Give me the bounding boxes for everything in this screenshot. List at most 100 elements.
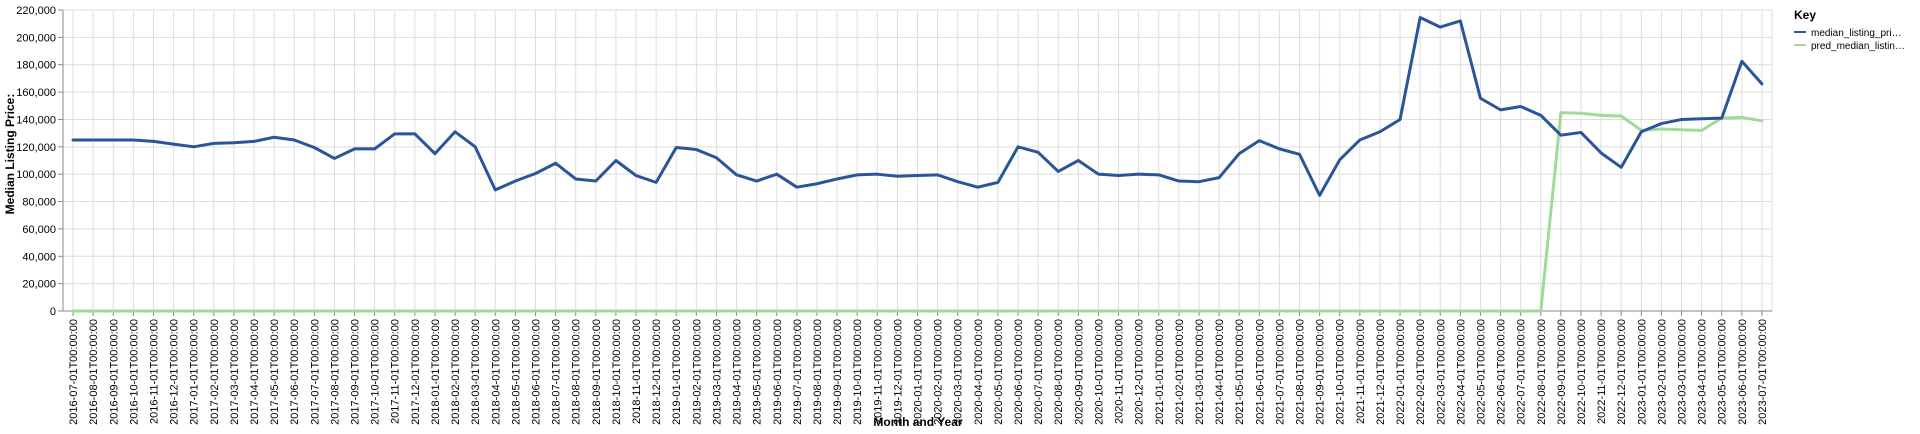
x-tick-label: 2017-09-01T00:00:00	[350, 319, 362, 425]
y-tick-label: 20,000	[22, 279, 56, 291]
x-tick-label: 2019-09-01T00:00:00	[832, 319, 844, 425]
x-tick-label: 2020-12-01T00:00:00	[1134, 319, 1146, 425]
x-tick-label: 2019-04-01T00:00:00	[732, 319, 744, 425]
x-tick-label: 2023-05-01T00:00:00	[1717, 319, 1729, 425]
x-tick-label: 2019-12-01T00:00:00	[892, 319, 904, 425]
x-tick-label: 2021-09-01T00:00:00	[1315, 319, 1327, 425]
x-tick-label: 2022-04-01T00:00:00	[1455, 319, 1467, 425]
x-tick-label: 2016-09-01T00:00:00	[108, 319, 120, 425]
x-tick-label: 2020-01-01T00:00:00	[913, 319, 925, 425]
x-tick-label: 2017-07-01T00:00:00	[309, 319, 321, 425]
x-tick-label: 2021-06-01T00:00:00	[1254, 319, 1266, 425]
y-tick-label: 220,000	[16, 5, 56, 17]
x-tick-label: 2018-02-01T00:00:00	[450, 319, 462, 425]
x-tick-label: 2020-10-01T00:00:00	[1093, 319, 1105, 425]
x-tick-label: 2022-01-01T00:00:00	[1395, 319, 1407, 425]
grid-lines	[62, 9, 1773, 312]
x-tick-label: 2020-09-01T00:00:00	[1073, 319, 1085, 425]
x-tick-label: 2017-12-01T00:00:00	[410, 319, 422, 425]
x-tick-label: 2019-06-01T00:00:00	[772, 319, 784, 425]
x-tick-label: 2019-03-01T00:00:00	[711, 319, 723, 425]
x-tick-label: 2018-09-01T00:00:00	[591, 319, 603, 425]
y-tick-label: 120,000	[16, 142, 56, 154]
x-tick-label: 2019-01-01T00:00:00	[671, 319, 683, 425]
x-tick-label: 2023-02-01T00:00:00	[1656, 319, 1668, 425]
x-tick-label: 2017-06-01T00:00:00	[289, 319, 301, 425]
x-tick-label: 2019-08-01T00:00:00	[812, 319, 824, 425]
legend-label: pred_median_listin…	[1811, 41, 1905, 52]
y-tick-label: 100,000	[16, 169, 56, 181]
x-axis: 2016-07-01T00:00:00 2016-08-01T00:00:00 20…	[63, 310, 1772, 425]
x-tick-label: 2023-03-01T00:00:00	[1677, 319, 1689, 425]
x-tick-label: 2020-05-01T00:00:00	[993, 319, 1005, 425]
legend-label: median_listing_pri…	[1811, 28, 1902, 39]
x-tick-label: 2019-02-01T00:00:00	[691, 319, 703, 425]
x-tick-label: 2020-06-01T00:00:00	[1013, 319, 1025, 425]
x-tick-label: 2019-05-01T00:00:00	[752, 319, 764, 425]
x-tick-label: 2017-10-01T00:00:00	[370, 319, 382, 425]
series-line-1	[71, 16, 1764, 197]
x-tick-label: 2017-08-01T00:00:00	[329, 319, 341, 425]
x-tick-label: 2017-02-01T00:00:00	[209, 319, 221, 425]
x-tick-label: 2017-01-01T00:00:00	[189, 319, 201, 425]
x-tick-label: 2022-10-01T00:00:00	[1576, 319, 1588, 425]
x-tick-label: 2020-08-01T00:00:00	[1053, 319, 1065, 425]
x-tick-label: 2023-06-01T00:00:00	[1737, 319, 1749, 425]
x-tick-label: 2020-03-01T00:00:00	[953, 319, 965, 425]
x-tick-label: 2019-10-01T00:00:00	[852, 319, 864, 425]
x-tick-label: 2020-11-01T00:00:00	[1114, 319, 1126, 424]
x-tick-label: 2018-07-01T00:00:00	[551, 319, 563, 425]
x-tick-label: 2022-05-01T00:00:00	[1475, 319, 1487, 425]
x-tick-label: 2022-03-01T00:00:00	[1435, 319, 1447, 425]
series-line-2	[71, 111, 1764, 313]
x-tick-label: 2019-11-01T00:00:00	[872, 319, 884, 424]
y-axis: 0 20,000 40,000 60,000 80,000 100,000 120,000 1…	[16, 5, 64, 318]
x-tick-label: 2021-01-01T00:00:00	[1154, 319, 1166, 425]
legend-title: Key	[1794, 8, 1816, 22]
y-axis-title: Median Listing Price:	[3, 94, 17, 215]
x-tick-label: 2017-11-01T00:00:00	[390, 319, 402, 424]
x-tick-label: 2020-02-01T00:00:00	[933, 319, 945, 425]
x-tick-label: 2021-12-01T00:00:00	[1375, 319, 1387, 425]
x-tick-label: 2021-05-01T00:00:00	[1234, 319, 1246, 425]
x-tick-label: 2018-03-01T00:00:00	[470, 319, 482, 425]
x-tick-label: 2018-10-01T00:00:00	[611, 319, 623, 425]
y-tick-label: 40,000	[22, 251, 56, 263]
x-tick-label: 2019-07-01T00:00:00	[792, 319, 804, 425]
x-tick-label: 2018-11-01T00:00:00	[631, 319, 643, 424]
x-tick-label: 2023-04-01T00:00:00	[1697, 319, 1709, 425]
x-tick-label: 2016-07-01T00:00:00	[68, 319, 80, 425]
x-tick-label: 2022-12-01T00:00:00	[1616, 319, 1628, 425]
x-tick-label: 2018-08-01T00:00:00	[571, 319, 583, 425]
x-tick-label: 2023-07-01T00:00:00	[1757, 319, 1769, 425]
series-lines	[71, 16, 1764, 313]
x-tick-label: 2022-08-01T00:00:00	[1536, 319, 1548, 425]
legend: Key median_listing_pri… pred_median_listi…	[1794, 8, 1905, 52]
x-tick-label: 2021-04-01T00:00:00	[1214, 319, 1226, 425]
x-tick-label: 2016-10-01T00:00:00	[128, 319, 140, 425]
x-tick-label: 2022-06-01T00:00:00	[1496, 319, 1508, 425]
x-tick-label: 2021-10-01T00:00:00	[1335, 319, 1347, 425]
y-tick-label: 200,000	[16, 32, 56, 44]
x-tick-label: 2016-08-01T00:00:00	[88, 319, 100, 425]
x-tick-label: 2023-01-01T00:00:00	[1636, 319, 1648, 425]
x-tick-label: 2021-08-01T00:00:00	[1295, 319, 1307, 425]
x-tick-label: 2018-01-01T00:00:00	[430, 319, 442, 425]
x-tick-label: 2022-11-01T00:00:00	[1596, 319, 1608, 424]
x-tick-label: 2017-04-01T00:00:00	[249, 319, 261, 425]
x-axis-title: Month and Year	[873, 415, 962, 429]
x-tick-label: 2018-06-01T00:00:00	[530, 319, 542, 425]
x-tick-label: 2017-05-01T00:00:00	[269, 319, 281, 425]
x-tick-label: 2017-03-01T00:00:00	[229, 319, 241, 425]
y-tick-label: 180,000	[16, 60, 56, 72]
x-tick-label: 2022-09-01T00:00:00	[1556, 319, 1568, 425]
y-tick-label: 60,000	[22, 224, 56, 236]
x-tick-label: 2020-04-01T00:00:00	[973, 319, 985, 425]
x-tick-label: 2016-11-01T00:00:00	[148, 319, 160, 424]
y-tick-label: 140,000	[16, 114, 56, 126]
y-tick-label: 160,000	[16, 87, 56, 99]
x-tick-label: 2022-02-01T00:00:00	[1415, 319, 1427, 425]
x-tick-label: 2018-04-01T00:00:00	[490, 319, 502, 425]
x-tick-label: 2021-07-01T00:00:00	[1274, 319, 1286, 425]
